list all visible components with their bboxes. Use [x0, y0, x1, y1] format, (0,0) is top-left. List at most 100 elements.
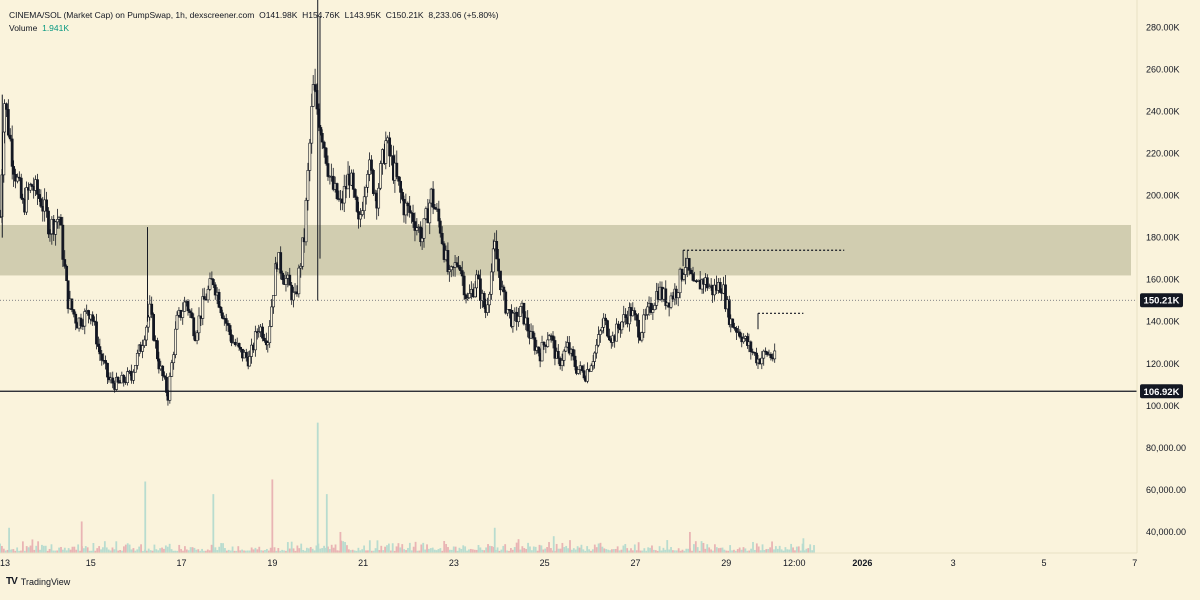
volume-bar	[71, 546, 74, 553]
volume-bar	[115, 541, 118, 553]
price-tick-label: 60,000.00	[1146, 485, 1186, 495]
candle-up	[742, 338, 746, 343]
candle-up	[297, 267, 301, 295]
volume-bar	[477, 545, 480, 553]
volume-bar	[448, 549, 451, 553]
candle-down	[100, 353, 104, 361]
candle-up	[292, 292, 295, 301]
volume-bar	[483, 550, 486, 553]
volume-bar	[142, 550, 144, 553]
volume-bar	[25, 546, 28, 553]
volume-bar	[246, 550, 249, 553]
volume-bar	[517, 539, 520, 553]
volume-bar	[370, 550, 373, 553]
volume-bar	[407, 547, 409, 553]
volume-bar	[784, 547, 787, 553]
candle-down	[65, 265, 69, 282]
candle-up	[415, 227, 419, 231]
volume-bar	[462, 545, 465, 553]
volume-bar	[326, 546, 329, 553]
time-tick-label: 17	[177, 558, 187, 568]
volume-bar	[744, 548, 747, 553]
volume-bar	[471, 549, 474, 553]
supply-zone	[0, 224, 1131, 276]
candle-up	[56, 219, 59, 223]
volume-bar	[105, 547, 108, 553]
volume-bar	[439, 548, 442, 553]
volume-bar	[761, 544, 764, 553]
volume-bar	[605, 549, 608, 553]
candle-down	[735, 328, 738, 333]
volume-bar	[281, 549, 284, 553]
volume-bar	[166, 546, 169, 553]
volume-bar	[580, 544, 583, 553]
volume-bar	[298, 548, 301, 553]
volume-bar	[96, 548, 99, 553]
volume-bar	[489, 545, 491, 553]
volume-bar	[487, 544, 489, 553]
volume-spike	[8, 527, 10, 553]
volume-bar	[511, 549, 514, 553]
time-axis[interactable]: 13 15 17 19 21 23 25 27 29 12:00 2026 3 5 7	[0, 558, 1137, 568]
volume-bar	[668, 549, 671, 553]
tradingview-branding[interactable]: TV TradingView	[6, 576, 70, 587]
candle-down	[411, 212, 415, 222]
candle-up	[284, 278, 288, 285]
candle-down	[279, 252, 283, 274]
candle-up	[304, 199, 308, 243]
volume-bar	[479, 547, 482, 553]
volume-bar	[285, 550, 287, 553]
volume-bar	[717, 548, 720, 553]
candle-down	[226, 323, 230, 326]
volume-bar	[529, 546, 531, 553]
volume-bar	[140, 544, 142, 553]
supply-zones	[0, 224, 1131, 276]
volume-bar	[698, 550, 701, 553]
volume-bar	[62, 549, 64, 553]
candle-down	[157, 358, 161, 370]
price-axis[interactable]: 280.00K 260.00K 240.00K 220.00K 200.00K 180.0…	[1146, 22, 1186, 537]
volume-bar	[273, 547, 276, 553]
volume-bar	[567, 548, 569, 553]
volume-bar	[307, 548, 310, 553]
candle-up	[132, 371, 135, 381]
candle-down	[213, 284, 217, 296]
tradingview-name: TradingView	[20, 576, 71, 587]
candle-down	[556, 350, 560, 359]
symbol-info[interactable]: CINEMA/SOL (Market Cap) on PumpSwap, 1h,…	[9, 10, 255, 20]
volume-bar	[569, 540, 571, 553]
volume-bar	[658, 546, 661, 553]
volume-bar	[296, 545, 299, 553]
volume-bar	[353, 550, 356, 553]
candle-down	[59, 217, 63, 226]
change-value: 8,233.06 (+5.80%)	[428, 10, 499, 20]
candle-down	[91, 314, 95, 322]
candle-down	[533, 337, 537, 351]
volume-bar	[733, 549, 735, 553]
candle-down	[431, 188, 435, 208]
candle-down	[79, 317, 83, 327]
volume-bar	[233, 550, 236, 553]
volume-bar	[197, 549, 200, 553]
volume-bar	[412, 546, 415, 553]
candle-up	[546, 339, 550, 347]
volume-bar	[309, 547, 312, 553]
candle-down	[87, 310, 90, 316]
volume-bar	[614, 548, 617, 553]
candle-down	[691, 273, 695, 281]
volume-bar	[561, 542, 564, 553]
candle-down	[98, 346, 102, 355]
volume-value: 1.941K	[42, 23, 70, 33]
candle-up	[308, 142, 312, 171]
time-tick-label: 2026	[852, 558, 872, 568]
candle-up	[428, 202, 432, 224]
volume-bar	[813, 545, 815, 553]
volume-bar	[693, 544, 695, 553]
candle-up	[404, 202, 408, 216]
volume-bar	[795, 546, 798, 553]
volume-label[interactable]: Volume	[9, 23, 38, 33]
volume-bar	[149, 550, 152, 553]
candle-up	[762, 350, 766, 359]
volume-bar	[111, 547, 114, 553]
